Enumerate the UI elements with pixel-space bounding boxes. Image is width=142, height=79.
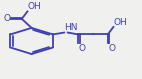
Text: O: O (108, 44, 115, 53)
Text: O: O (79, 44, 86, 53)
Text: OH: OH (114, 18, 128, 27)
Text: HN: HN (64, 23, 78, 32)
Text: OH: OH (28, 2, 42, 11)
Text: O: O (4, 14, 11, 23)
